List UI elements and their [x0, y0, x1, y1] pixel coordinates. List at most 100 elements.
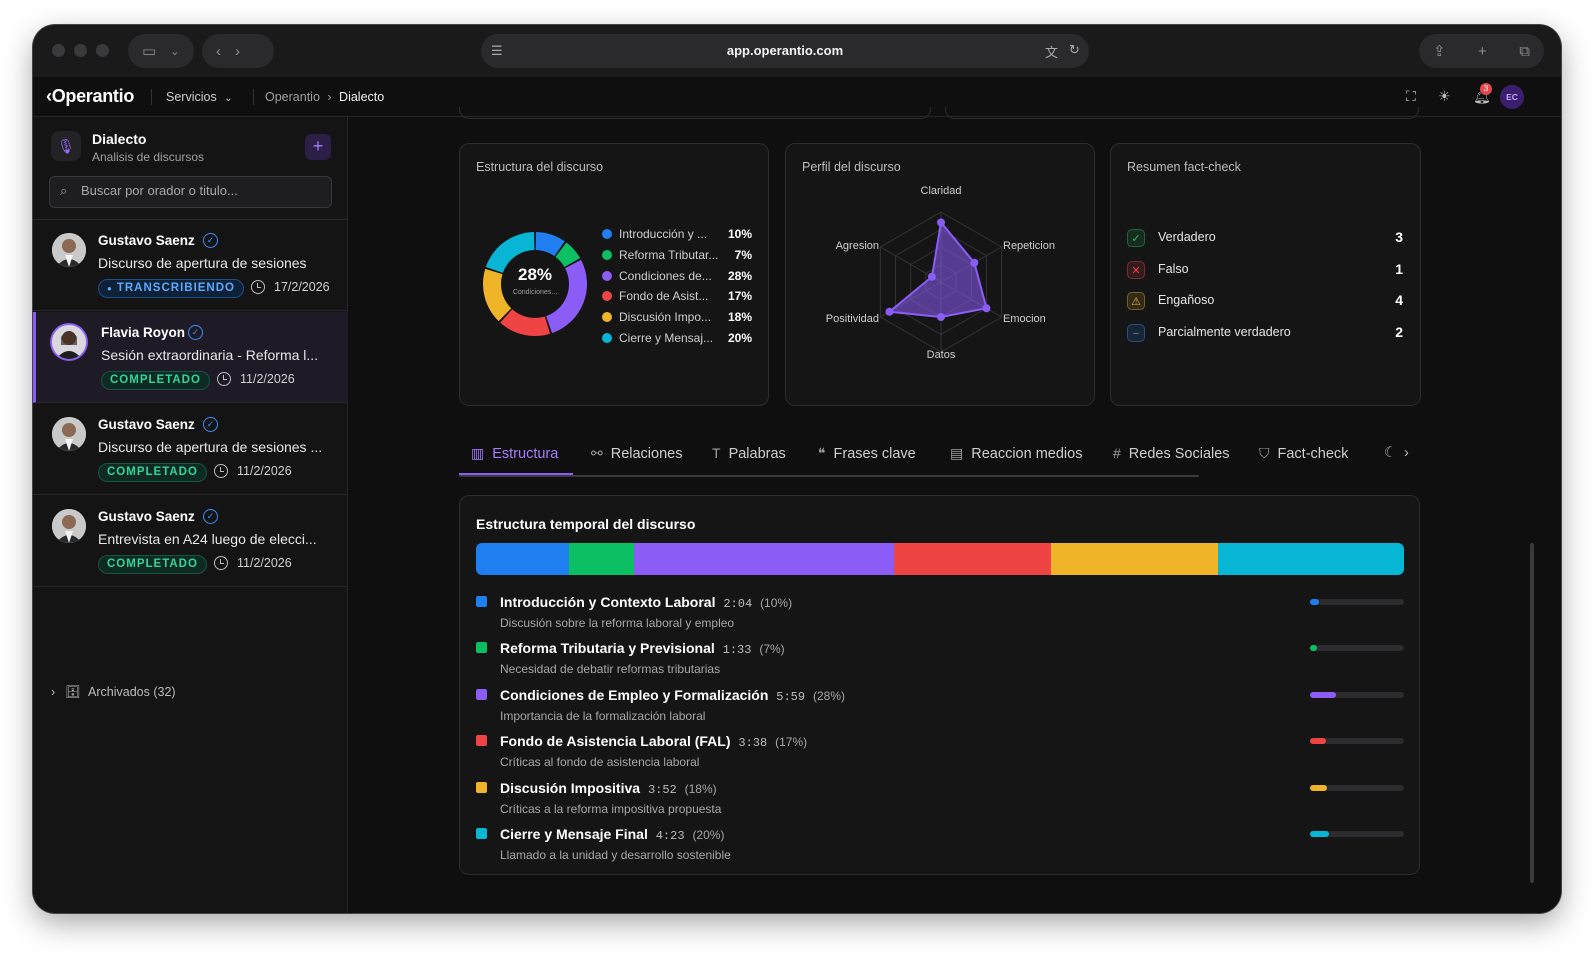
tab-label: Relaciones — [610, 446, 683, 462]
timeline-segment[interactable] — [1051, 543, 1219, 575]
timeline-bar — [476, 543, 1404, 575]
segment-title: Reforma Tributaria y Previsional — [500, 640, 715, 657]
theme-toggle-icon[interactable]: ☀ — [1438, 88, 1451, 104]
segment-duration: 2:04 — [723, 597, 753, 611]
previous-card-edge — [459, 107, 931, 119]
search-input[interactable] — [81, 183, 321, 198]
tabs-overview-icon[interactable]: ⧉ — [1519, 42, 1530, 60]
segment-row[interactable]: Condiciones de Empleo y Formalización 5:… — [476, 686, 1404, 726]
zoom-window-button[interactable] — [96, 44, 109, 57]
tab-palabras[interactable]: T Palabras — [712, 445, 786, 462]
legend-value: 20% — [727, 331, 752, 345]
legend-label: Cierre y Mensaj... — [619, 331, 714, 345]
more-tab-icon[interactable]: ☾ — [1384, 445, 1397, 461]
radar-point[interactable] — [885, 307, 894, 316]
page-settings-icon[interactable]: ☰ — [491, 43, 503, 58]
nodes-icon: ⚯ — [591, 445, 603, 461]
back-icon[interactable]: ‹ — [216, 42, 221, 60]
legend-item: Cierre y Mensaj... 20% — [602, 331, 752, 347]
segment-row[interactable]: Reforma Tributaria y Previsional 1:33 (7… — [476, 639, 1404, 679]
factcheck-row[interactable]: ✕ Falso 1 — [1127, 260, 1403, 280]
timeline-segment[interactable] — [633, 543, 894, 575]
legend-dot — [602, 229, 612, 239]
chevron-right-icon: › — [51, 685, 56, 699]
donut-slice[interactable] — [500, 309, 551, 336]
segment-progress-fill — [1310, 645, 1317, 652]
shield-icon: ⛉ — [1259, 445, 1270, 461]
speaker-name: Gustavo Saenz — [98, 509, 195, 524]
user-avatar[interactable]: EC — [1500, 85, 1524, 109]
segment-row[interactable]: Fondo de Asistencia Laboral (FAL) 3:38 (… — [476, 732, 1404, 772]
donut-slice[interactable] — [535, 232, 565, 257]
notification-badge: 3 — [1480, 83, 1492, 95]
legend-dot — [602, 312, 612, 323]
add-speech-button[interactable]: + — [305, 134, 331, 160]
factcheck-row[interactable]: ✓ Verdadero 3 — [1127, 228, 1403, 248]
speech-list-item[interactable]: Flavia Royon ✓ Sesión extraordinaria - R… — [33, 312, 348, 403]
tab-fact-check[interactable]: ⛉ Fact-check — [1259, 445, 1348, 462]
speech-title: Entrevista en A24 luego de elecci... — [98, 531, 317, 547]
status-badge: ● TRANSCRIBIENDO — [98, 279, 244, 298]
sidebar-toggle-button[interactable]: ▭ ⌄ — [128, 34, 194, 68]
timeline-segment[interactable] — [1218, 543, 1404, 575]
close-window-button[interactable] — [52, 44, 65, 57]
donut-slice[interactable] — [483, 268, 512, 322]
translate-icon[interactable]: 文 — [1045, 45, 1059, 60]
segment-row[interactable]: Cierre y Mensaje Final 4:23 (20%) Llamado… — [476, 825, 1404, 865]
fullscreen-icon[interactable]: ⛶ — [1406, 88, 1416, 104]
factcheck-label: Verdadero — [1158, 230, 1216, 244]
logo[interactable]: ‹Operantio — [46, 86, 134, 107]
archived-label: Archivados (32) — [88, 685, 176, 699]
radar-point[interactable] — [970, 258, 979, 267]
donut-slice[interactable] — [555, 242, 581, 268]
segment-row[interactable]: Discusión Impositiva 3:52 (18%) Críticas … — [476, 779, 1404, 819]
breadcrumb-root[interactable]: Operantio — [265, 90, 320, 104]
radar-point[interactable] — [982, 304, 991, 313]
archived-toggle[interactable]: › 🗄︎ Archivados (32) — [51, 685, 176, 700]
tab-frases-clave[interactable]: ❝ Frases clave — [818, 445, 916, 462]
previous-card-edge — [945, 107, 1419, 119]
legend-dot — [602, 291, 612, 302]
legend-item: Condiciones de... 28% — [602, 269, 752, 285]
minimize-window-button[interactable] — [74, 44, 87, 57]
speech-title: Sesión extraordinaria - Reforma l... — [101, 347, 319, 363]
newspaper-icon: ▤ — [950, 445, 964, 461]
radar-point[interactable] — [927, 272, 936, 281]
timeline-segment[interactable] — [476, 543, 569, 575]
sidebar-subtitle: Analisis de discursos — [92, 150, 205, 164]
radar-point[interactable] — [937, 218, 945, 227]
scrollbar[interactable] — [1530, 543, 1534, 883]
chevron-right-icon: › — [327, 90, 332, 104]
tab-relaciones[interactable]: ⚯ Relaciones — [591, 445, 682, 462]
radar-area — [886, 220, 988, 319]
card-title: Estructura del discurso — [476, 160, 604, 174]
hash-icon: # — [1113, 445, 1121, 461]
tabs-scroll-right-icon[interactable]: › — [1404, 445, 1409, 461]
tab-reaccion-medios[interactable]: ▤ Reaccion medios — [950, 445, 1082, 462]
factcheck-row[interactable]: − Parcialmente verdadero 2 — [1127, 323, 1403, 343]
tab-estructura[interactable]: ▥ Estructura — [471, 445, 558, 462]
timeline-segment[interactable] — [568, 543, 634, 575]
speech-list-item[interactable]: Gustavo Saenz ✓ Entrevista en A24 luego … — [33, 496, 348, 587]
donut-slice[interactable] — [485, 232, 535, 273]
factcheck-count: 2 — [1395, 323, 1403, 340]
services-menu[interactable]: Servicios ⌄ — [166, 90, 233, 104]
donut-slice[interactable] — [546, 259, 587, 334]
status-badge: COMPLETADO — [98, 555, 207, 574]
new-tab-icon[interactable]: + — [1478, 42, 1487, 60]
services-label: Servicios — [166, 90, 217, 104]
forward-icon[interactable]: › — [235, 42, 240, 60]
timeline-segment[interactable] — [893, 543, 1052, 575]
speech-date: 11/2/2026 — [237, 464, 292, 478]
address-bar[interactable]: ☰ app.operantio.com 文 ↻ — [481, 34, 1089, 68]
radar-point[interactable] — [937, 313, 945, 321]
tab-redes-sociales[interactable]: # Redes Sociales — [1113, 445, 1230, 462]
share-icon[interactable]: ⇪ — [1433, 43, 1446, 60]
factcheck-row[interactable]: ⚠ Engañoso 4 — [1127, 291, 1403, 311]
segment-row[interactable]: Introducción y Contexto Laboral 2:04 (10… — [476, 593, 1404, 633]
segment-header: Discusión Impositiva 3:52 (18%) — [500, 780, 717, 797]
clock-icon — [214, 556, 228, 570]
speech-list-item[interactable]: Gustavo Saenz ✓ Discurso de apertura de … — [33, 220, 348, 311]
reload-icon[interactable]: ↻ — [1069, 42, 1080, 57]
speech-list-item[interactable]: Gustavo Saenz ✓ Discurso de apertura de … — [33, 404, 348, 495]
